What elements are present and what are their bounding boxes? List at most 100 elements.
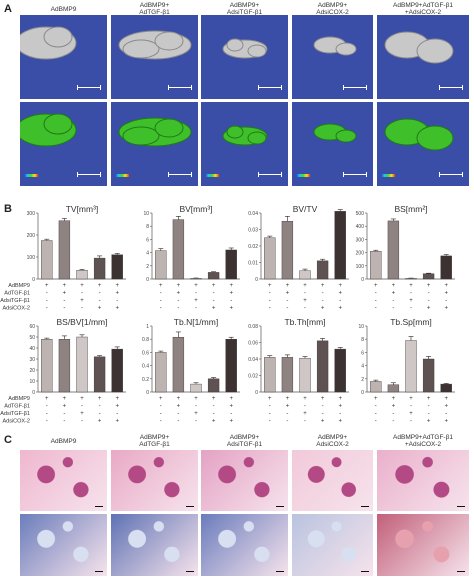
- microct-tile-r1-c2: [111, 15, 198, 99]
- design-sign: -: [81, 306, 83, 312]
- design-sign: -: [392, 306, 394, 312]
- y-tick-label: 0.06: [248, 341, 258, 347]
- chart-title: Tb.Sp[mm]: [390, 317, 432, 327]
- design-sign: -: [195, 306, 197, 312]
- density-colorbar: [115, 174, 129, 177]
- bar-4: [422, 358, 435, 393]
- design-sign: +: [63, 291, 67, 297]
- design-sign: -: [160, 411, 162, 417]
- design-sign: +: [80, 298, 84, 304]
- panel-c-column-label-4: AdBMP9+ AdsiCOX-2: [316, 434, 349, 448]
- design-sign: +: [177, 283, 181, 289]
- design-sign: +: [286, 283, 290, 289]
- design-sign: +: [444, 396, 448, 402]
- design-sign: -: [428, 291, 430, 297]
- design-sign: +: [212, 419, 216, 424]
- y-tick-label: 20: [29, 368, 35, 374]
- bone-render: [384, 118, 454, 151]
- scale-bar: [343, 172, 367, 177]
- design-sign: -: [375, 404, 377, 410]
- bar-5: [440, 383, 452, 393]
- design-sign: +: [303, 298, 307, 304]
- y-tick-label: 6: [361, 350, 364, 356]
- design-sign: +: [303, 411, 307, 417]
- bone-render: [118, 117, 192, 147]
- y-tick-label: 0: [146, 390, 149, 396]
- y-tick-label: 200: [356, 251, 365, 257]
- design-sign: +: [98, 306, 102, 312]
- y-tick-label: 1: [146, 324, 149, 330]
- design-sign: -: [392, 419, 394, 424]
- panel-b-charts: TV[mm³]0100200300+---++--+-+-+--+++-+AdB…: [0, 204, 455, 424]
- design-sign: -: [177, 298, 179, 304]
- design-sign: +: [303, 283, 307, 289]
- chart-5: BS/BV[1/mm]0102030405060+---++--+-+-+--+…: [0, 317, 126, 423]
- design-sign: +: [159, 396, 163, 402]
- design-sign: -: [269, 298, 271, 304]
- bar-2: [172, 219, 185, 280]
- design-row-label: AdsiTGF-β1: [0, 411, 30, 417]
- design-sign: +: [338, 306, 342, 312]
- design-sign: -: [46, 291, 48, 297]
- design-sign: -: [428, 404, 430, 410]
- design-row-label: AdTGF-β1: [4, 404, 30, 410]
- bar-4: [93, 257, 106, 280]
- y-tick-label: 0: [32, 390, 35, 396]
- design-sign: -: [177, 411, 179, 417]
- scale-bar: [258, 172, 282, 177]
- chart-title: BV[mm³]: [179, 204, 212, 214]
- y-tick-label: 0.02: [248, 244, 258, 250]
- design-sign: -: [322, 404, 324, 410]
- design-sign: +: [409, 396, 413, 402]
- scale-bar: [276, 571, 284, 572]
- y-tick-label: 2: [146, 264, 149, 270]
- design-row-label: AdsiCOX-2: [2, 306, 30, 312]
- design-sign: +: [115, 283, 119, 289]
- scale-bar: [186, 571, 194, 572]
- y-tick-label: 0.01: [248, 261, 258, 267]
- y-tick-label: 0: [361, 390, 364, 396]
- histology-tile-r2-c1: [20, 514, 107, 576]
- bar-4: [207, 272, 220, 280]
- scale-bar: [439, 172, 463, 177]
- bar-1: [41, 240, 53, 280]
- design-sign: -: [99, 404, 101, 410]
- bar-3: [76, 336, 88, 393]
- scale-bar: [343, 85, 367, 90]
- chart-1: TV[mm³]0100200300+---++--+-+-+--+++-+AdB…: [0, 204, 126, 312]
- scale-bar: [186, 506, 194, 507]
- y-tick-label: 50: [29, 335, 35, 341]
- design-sign: +: [194, 283, 198, 289]
- design-sign: -: [160, 419, 162, 424]
- design-sign: +: [115, 404, 119, 410]
- design-sign: +: [392, 404, 396, 410]
- bone-render: [20, 26, 77, 60]
- design-sign: -: [322, 411, 324, 417]
- bar-3: [76, 269, 88, 280]
- design-sign: +: [229, 283, 233, 289]
- design-sign: -: [286, 306, 288, 312]
- design-sign: +: [321, 283, 325, 289]
- bar-4: [316, 260, 329, 280]
- design-sign: -: [46, 419, 48, 424]
- histology-tile-r2-c2: [111, 514, 198, 576]
- bar-2: [387, 220, 400, 280]
- y-tick-label: 30: [29, 357, 35, 363]
- chart-title: BS/BV[1/mm]: [56, 317, 107, 327]
- y-tick-label: 8: [146, 224, 149, 230]
- design-sign: +: [45, 396, 49, 402]
- design-sign: +: [98, 419, 102, 424]
- design-sign: +: [229, 306, 233, 312]
- design-sign: +: [177, 396, 181, 402]
- bar-3: [405, 340, 417, 393]
- panel-a-letter: A: [4, 3, 12, 15]
- design-sign: +: [194, 298, 198, 304]
- design-sign: +: [115, 306, 119, 312]
- y-tick-label: 60: [29, 324, 35, 330]
- design-sign: -: [63, 419, 65, 424]
- design-sign: -: [392, 298, 394, 304]
- bone-render: [20, 113, 77, 147]
- y-tick-label: 0: [255, 390, 258, 396]
- design-sign: +: [444, 283, 448, 289]
